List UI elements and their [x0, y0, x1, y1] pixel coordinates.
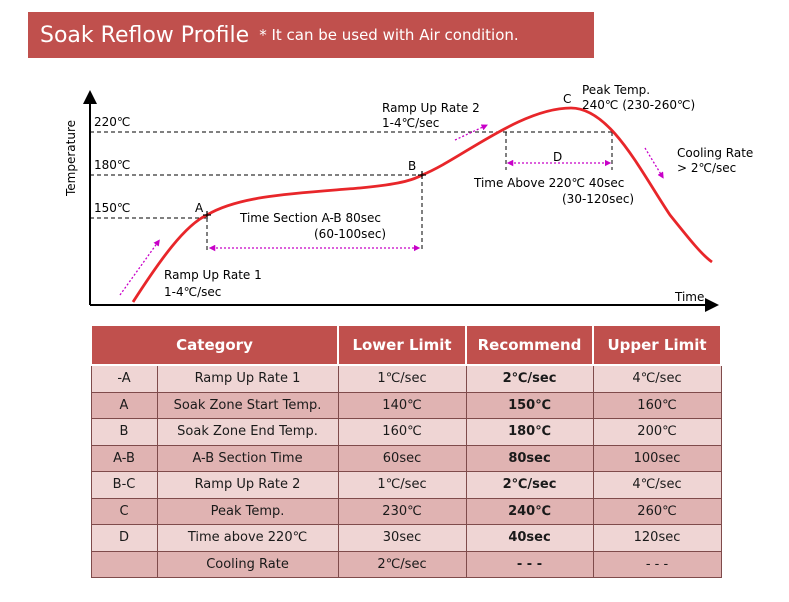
row-category: Ramp Up Rate 2	[156, 471, 339, 499]
page-subtitle: * It can be used with Air condition.	[259, 26, 519, 44]
row-code: A-B	[90, 444, 158, 472]
ramp1-title: Ramp Up Rate 1	[164, 268, 262, 282]
point-c-label: C	[563, 92, 571, 106]
row-upper: 260℃	[592, 497, 722, 525]
section-ab-range: (60-100sec)	[314, 227, 386, 241]
y-axis-label: Temperature	[64, 120, 78, 197]
x-axis-label: Time	[674, 290, 704, 304]
table-row: D Time above 220℃ 30sec 40sec 120sec	[90, 524, 722, 552]
temp-label-220: 220℃	[94, 115, 130, 129]
row-code: B-C	[90, 471, 158, 499]
row-code: -A	[90, 364, 158, 393]
profile-spec-table: Category Lower Limit Recommend Upper Lim…	[89, 324, 723, 578]
row-lower: 1℃/sec	[337, 364, 467, 393]
ramp2-title: Ramp Up Rate 2	[382, 101, 480, 115]
table-row: Cooling Rate 2℃/sec - - - - - -	[90, 550, 722, 578]
row-recommend: 180℃	[465, 418, 594, 446]
row-upper: - - -	[592, 550, 722, 578]
point-a-label: A	[195, 201, 204, 215]
table-row: A-B A-B Section Time 60sec 80sec 100sec	[90, 444, 722, 472]
table-row: C Peak Temp. 230℃ 240℃ 260℃	[90, 497, 722, 525]
row-recommend: - - -	[465, 550, 594, 578]
row-code: C	[90, 497, 158, 525]
point-d-label: D	[553, 150, 562, 164]
temp-label-180: 180℃	[94, 158, 130, 172]
row-upper: 120sec	[592, 524, 722, 552]
header-recommend: Recommend	[465, 324, 595, 366]
row-recommend: 80sec	[465, 444, 594, 472]
row-category: Ramp Up Rate 1	[156, 364, 339, 393]
reflow-profile-diagram: Temperature Time 220℃ 180℃ 150℃ A B C D …	[64, 83, 753, 312]
row-lower: 230℃	[337, 497, 467, 525]
row-upper: 4℃/sec	[592, 471, 722, 499]
row-category: A-B Section Time	[156, 444, 339, 472]
row-recommend: 150℃	[465, 391, 594, 419]
row-upper: 4℃/sec	[592, 364, 722, 393]
row-lower: 1℃/sec	[337, 471, 467, 499]
peak-temp-title: Peak Temp.	[582, 83, 650, 97]
row-category: Time above 220℃	[156, 524, 339, 552]
annotation-arrows	[119, 124, 664, 296]
row-recommend: 240℃	[465, 497, 594, 525]
row-code: A	[90, 391, 158, 419]
table-row: -A Ramp Up Rate 1 1℃/sec 2℃/sec 4℃/sec	[90, 364, 722, 393]
row-code: D	[90, 524, 158, 552]
point-b-label: B	[408, 159, 416, 173]
time-above-title: Time Above 220℃ 40sec	[473, 176, 624, 190]
ramp2-arrow	[454, 124, 488, 141]
ramp2-value: 1-4℃/sec	[382, 116, 439, 130]
title-banner: Soak Reflow Profile * It can be used wit…	[28, 12, 594, 58]
section-ab-title: Time Section A-B 80sec	[239, 211, 381, 225]
table-row: B-C Ramp Up Rate 2 1℃/sec 2℃/sec 4℃/sec	[90, 471, 722, 499]
row-upper: 100sec	[592, 444, 722, 472]
cooling-title: Cooling Rate	[677, 146, 753, 160]
row-upper: 200℃	[592, 418, 722, 446]
row-lower: 60sec	[337, 444, 467, 472]
row-lower: 140℃	[337, 391, 467, 419]
cooling-arrow	[644, 147, 664, 179]
ramp1-arrow	[119, 239, 160, 296]
row-category: Peak Temp.	[156, 497, 339, 525]
row-code	[90, 550, 158, 578]
table-row: A Soak Zone Start Temp. 140℃ 150℃ 160℃	[90, 391, 722, 419]
row-category: Soak Zone Start Temp.	[156, 391, 339, 419]
page-title: Soak Reflow Profile	[40, 22, 250, 48]
row-code: B	[90, 418, 158, 446]
row-category: Cooling Rate	[156, 550, 339, 578]
table-header-row: Category Lower Limit Recommend Upper Lim…	[89, 324, 723, 366]
row-upper: 160℃	[592, 391, 722, 419]
time-above-range: (30-120sec)	[562, 192, 634, 206]
row-recommend: 2℃/sec	[465, 471, 594, 499]
row-recommend: 2℃/sec	[465, 364, 594, 393]
row-lower: 2℃/sec	[337, 550, 467, 578]
point-markers	[203, 171, 426, 219]
row-lower: 30sec	[337, 524, 467, 552]
header-upper-limit: Upper Limit	[592, 324, 723, 366]
temp-label-150: 150℃	[94, 201, 130, 215]
row-category: Soak Zone End Temp.	[156, 418, 339, 446]
table-row: B Soak Zone End Temp. 160℃ 180℃ 200℃	[90, 418, 722, 446]
ramp1-value: 1-4℃/sec	[164, 285, 221, 299]
header-category: Category	[89, 324, 340, 366]
peak-temp-value: 240℃ (230-260℃)	[582, 98, 695, 112]
reference-lines	[90, 131, 613, 252]
cooling-value: > 2℃/sec	[677, 161, 736, 175]
header-lower-limit: Lower Limit	[337, 324, 468, 366]
row-recommend: 40sec	[465, 524, 594, 552]
row-lower: 160℃	[337, 418, 467, 446]
